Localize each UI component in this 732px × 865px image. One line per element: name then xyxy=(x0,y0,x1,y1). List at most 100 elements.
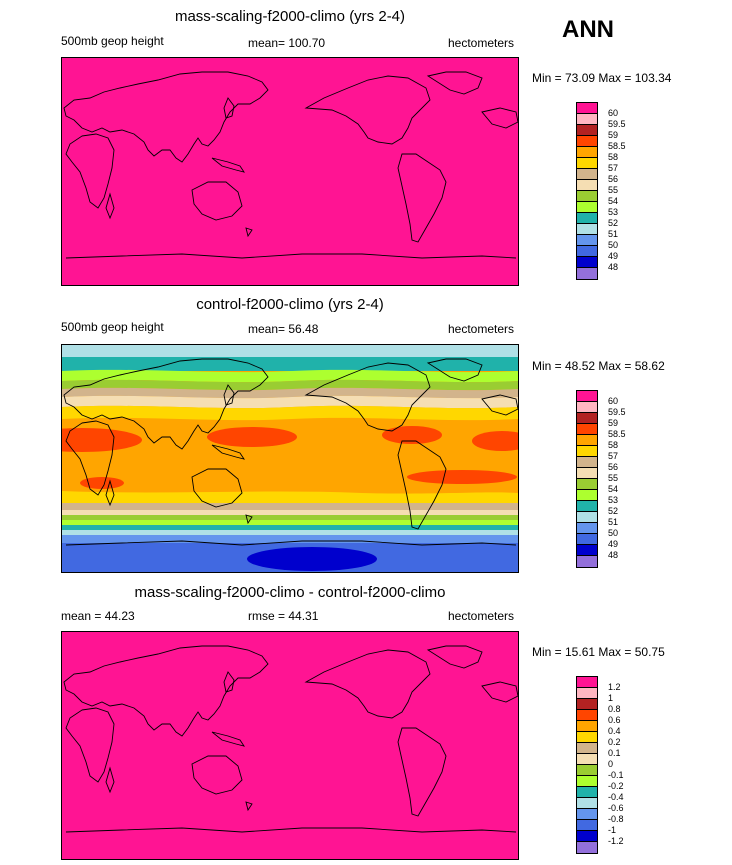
colorbar-box xyxy=(577,798,597,809)
colorbar-box xyxy=(577,191,597,202)
colorbar-box xyxy=(577,468,597,479)
colorbar-box xyxy=(577,235,597,246)
colorbar-box xyxy=(577,103,597,114)
colorbar-label: 53 xyxy=(608,495,619,505)
colorbar-box xyxy=(577,765,597,776)
colorbar-label: -0.4 xyxy=(608,792,624,802)
panel1-map xyxy=(61,57,519,286)
colorbar-label: 56 xyxy=(608,462,619,472)
colorbar-label: 53 xyxy=(608,207,619,217)
colorbar-label: 52 xyxy=(608,218,619,228)
panel2-title: control-f2000-climo (yrs 2-4) xyxy=(196,296,384,313)
colorbar-label: 54 xyxy=(608,196,619,206)
colorbar-box xyxy=(577,842,597,853)
colorbar-label: 58 xyxy=(608,152,619,162)
colorbar-box xyxy=(577,831,597,842)
colorbar-label: 59.5 xyxy=(608,407,626,417)
colorbar-box xyxy=(577,391,597,402)
colorbar-label: 49 xyxy=(608,539,619,549)
colorbar-label: 58.5 xyxy=(608,141,626,151)
colorbar-label: 50 xyxy=(608,240,619,250)
colorbar-box xyxy=(577,158,597,169)
colorbar-box xyxy=(577,820,597,831)
colorbar-box xyxy=(577,424,597,435)
colorbar-box xyxy=(577,710,597,721)
colorbar-box xyxy=(577,787,597,798)
colorbar-box xyxy=(577,677,597,688)
colorbar-box xyxy=(577,479,597,490)
colorbar-box xyxy=(577,246,597,257)
colorbar-box xyxy=(577,688,597,699)
panel2-field xyxy=(62,345,518,572)
colorbar-box xyxy=(577,136,597,147)
colorbar-box xyxy=(577,556,597,567)
colorbar-label: 59 xyxy=(608,418,619,428)
panel3-units: hectometers xyxy=(448,609,515,623)
colorbar-box xyxy=(577,534,597,545)
panel2-left-label: 500mb geop height xyxy=(61,320,164,334)
colorbar-label: 0.6 xyxy=(608,715,621,725)
panel2-colorbar xyxy=(576,390,598,568)
colorbar-box xyxy=(577,147,597,158)
colorbar-box xyxy=(577,457,597,468)
colorbar-label: 0.8 xyxy=(608,704,621,714)
colorbar-label: -1.2 xyxy=(608,836,624,846)
colorbar-label: 57 xyxy=(608,451,619,461)
panel1-units: hectometers xyxy=(448,36,515,50)
panel3-colorbar xyxy=(576,676,598,854)
colorbar-label: 48 xyxy=(608,262,619,272)
colorbar-box xyxy=(577,402,597,413)
panel3-title: mass-scaling-f2000-climo - control-f2000… xyxy=(134,584,446,601)
colorbar-box xyxy=(577,545,597,556)
colorbar-box xyxy=(577,699,597,710)
panel1-colorbar xyxy=(576,102,598,280)
colorbar-box xyxy=(577,268,597,279)
colorbar-label: 55 xyxy=(608,185,619,195)
colorbar-label: 54 xyxy=(608,484,619,494)
colorbar-label: 51 xyxy=(608,517,619,527)
colorbar-label: 48 xyxy=(608,550,619,560)
colorbar-label: 56 xyxy=(608,174,619,184)
panel3-minmax: Min = 15.61 Max = 50.75 xyxy=(532,645,665,659)
panel1-left-label: 500mb geop height xyxy=(61,34,164,48)
colorbar-box xyxy=(577,435,597,446)
panel2-center-label: mean= 56.48 xyxy=(248,322,319,336)
colorbar-label: 60 xyxy=(608,396,619,406)
panel3-coastlines xyxy=(63,645,518,833)
colorbar-box xyxy=(577,224,597,235)
panel2-minmax: Min = 48.52 Max = 58.62 xyxy=(532,359,665,373)
colorbar-label: 50 xyxy=(608,528,619,538)
panel1-title: mass-scaling-f2000-climo (yrs 2-4) xyxy=(174,8,406,25)
colorbar-label: -0.1 xyxy=(608,770,624,780)
colorbar-label: 60 xyxy=(608,108,619,118)
panel2-map xyxy=(61,344,519,573)
colorbar-label: 58 xyxy=(608,440,619,450)
colorbar-label: 0 xyxy=(608,759,614,769)
season-label: ANN xyxy=(562,16,614,43)
colorbar-label: 55 xyxy=(608,473,619,483)
colorbar-box xyxy=(577,512,597,523)
panel3-left-label: mean = 44.23 xyxy=(61,609,135,623)
colorbar-box xyxy=(577,809,597,820)
colorbar-label: 1.2 xyxy=(608,682,621,692)
colorbar-box xyxy=(577,125,597,136)
panel1-coastlines xyxy=(63,71,518,259)
colorbar-label: 0.4 xyxy=(608,726,621,736)
panel3-center-label: rmse = 44.31 xyxy=(248,609,319,623)
colorbar-label: 1 xyxy=(608,693,614,703)
colorbar-label: -1 xyxy=(608,825,617,835)
panel1-center-label: mean= 100.70 xyxy=(248,36,326,50)
colorbar-box xyxy=(577,776,597,787)
colorbar-label: 49 xyxy=(608,251,619,261)
colorbar-box xyxy=(577,213,597,224)
colorbar-box xyxy=(577,743,597,754)
panel3-map xyxy=(61,631,519,860)
colorbar-box xyxy=(577,501,597,512)
colorbar-box xyxy=(577,754,597,765)
colorbar-box xyxy=(577,413,597,424)
colorbar-label: 59.5 xyxy=(608,119,626,129)
colorbar-label: 0.2 xyxy=(608,737,621,747)
colorbar-label: 58.5 xyxy=(608,429,626,439)
colorbar-box xyxy=(577,523,597,534)
colorbar-box xyxy=(577,721,597,732)
